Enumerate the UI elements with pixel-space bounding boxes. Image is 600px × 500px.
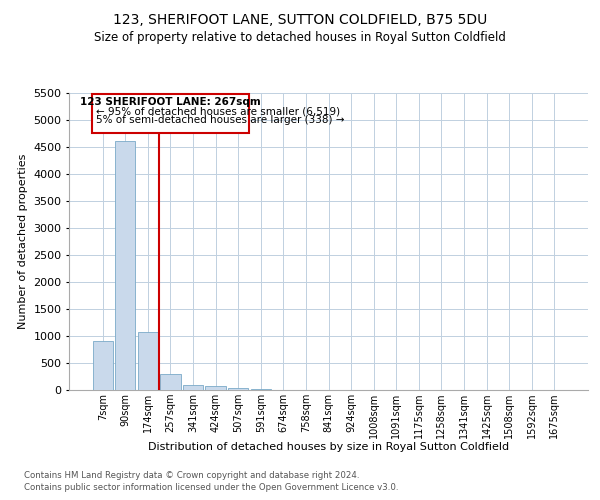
Bar (92, 342, 113, 390)
Bar (160, 374, 181, 390)
Y-axis label: Number of detached properties: Number of detached properties (17, 154, 28, 329)
Text: Contains public sector information licensed under the Open Government Licence v3: Contains public sector information licen… (24, 483, 398, 492)
Text: Size of property relative to detached houses in Royal Sutton Coldfield: Size of property relative to detached ho… (94, 31, 506, 44)
Bar (115, 141, 136, 390)
Bar (138, 332, 158, 390)
Text: Contains HM Land Registry data © Crown copyright and database right 2024.: Contains HM Land Registry data © Crown c… (24, 471, 359, 480)
Bar (183, 385, 203, 390)
Bar (205, 386, 226, 390)
Bar (92, 94, 250, 132)
Text: 123, SHERIFOOT LANE, SUTTON COLDFIELD, B75 5DU: 123, SHERIFOOT LANE, SUTTON COLDFIELD, B… (113, 12, 487, 26)
Text: 5% of semi-detached houses are larger (338) →: 5% of semi-detached houses are larger (3… (97, 114, 345, 124)
Text: Distribution of detached houses by size in Royal Sutton Coldfield: Distribution of detached houses by size … (148, 442, 509, 452)
Bar (251, 389, 271, 390)
Text: ← 95% of detached houses are smaller (6,519): ← 95% of detached houses are smaller (6,… (97, 106, 341, 116)
Text: 123 SHERIFOOT LANE: 267sqm: 123 SHERIFOOT LANE: 267sqm (80, 98, 261, 108)
Bar (228, 388, 248, 390)
